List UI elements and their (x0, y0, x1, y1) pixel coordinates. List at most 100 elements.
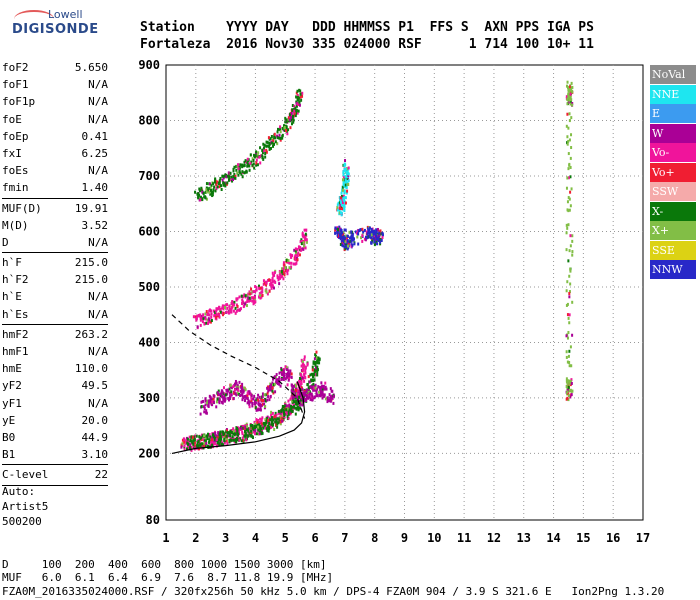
echo-point (344, 201, 347, 205)
echo-point (344, 196, 347, 200)
echo-point (300, 248, 303, 252)
echo-point (568, 208, 571, 212)
echo-point (565, 289, 568, 293)
echo-point (248, 168, 251, 172)
echo-point (227, 178, 230, 182)
param-value: 3.10 (81, 448, 109, 462)
echo-point (229, 178, 232, 182)
echo-point (570, 364, 573, 368)
echo-point (372, 232, 375, 236)
echo-point (235, 385, 238, 389)
legend-item: NNW (650, 260, 696, 279)
echo-point (231, 301, 234, 305)
echo-point (306, 383, 309, 387)
echo-point (292, 390, 295, 394)
echo-point (204, 190, 207, 194)
echo-point (229, 171, 232, 175)
echo-point (341, 178, 344, 182)
echo-point (289, 369, 292, 373)
x-tick-label: 11 (457, 531, 471, 545)
echo-point (271, 420, 274, 424)
echo-point (568, 249, 571, 253)
echo-point (218, 179, 221, 183)
echo-point (371, 239, 374, 243)
echo-point (266, 417, 269, 421)
echo-point (339, 234, 342, 238)
echo-point (292, 120, 295, 124)
echo-point (281, 133, 284, 137)
echo-point (251, 401, 254, 405)
echo-point (270, 410, 273, 414)
echo-point (217, 389, 220, 393)
echo-point (215, 312, 218, 316)
param-key: yF1 (2, 396, 22, 410)
echo-point (300, 364, 303, 368)
echo-point (568, 321, 571, 325)
echo-point (267, 429, 270, 433)
echo-point (571, 90, 574, 94)
echo-point (286, 132, 289, 136)
echo-point (291, 387, 294, 391)
echo-point (256, 397, 259, 401)
param-row: hmF2 263.2 (2, 326, 108, 343)
echo-point (227, 434, 230, 438)
legend-item: W (650, 123, 696, 143)
echo-point (241, 424, 244, 428)
echo-point (379, 242, 382, 246)
echo-point (565, 377, 568, 381)
echo-point (227, 396, 230, 400)
echo-point (296, 89, 299, 93)
y-tick-label: 800 (138, 113, 160, 127)
echo-point (292, 398, 295, 402)
echo-point (284, 269, 287, 273)
y-tick-label: 400 (138, 335, 160, 349)
echo-point (292, 262, 295, 266)
echo-point (263, 281, 266, 285)
param-row: h`Es N/A (2, 306, 108, 323)
echo-point (291, 108, 294, 112)
echo-point (272, 418, 275, 422)
echo-point (299, 92, 302, 96)
echo-point (284, 129, 287, 133)
x-tick-label: 17 (636, 531, 650, 545)
echo-point (568, 364, 571, 368)
echo-point (290, 372, 293, 376)
echo-point (212, 401, 215, 405)
echo-point (568, 291, 571, 295)
echo-point (268, 421, 271, 425)
echo-point (566, 200, 569, 204)
echo-point (565, 355, 568, 359)
echo-point (269, 282, 272, 286)
echo-point (263, 143, 266, 147)
echo-point (237, 308, 240, 312)
echo-point (320, 381, 323, 385)
echo-point (289, 410, 292, 414)
echo-point (250, 399, 253, 403)
echo-point (298, 395, 301, 399)
echo-point (271, 283, 274, 287)
echo-point (209, 320, 212, 324)
echo-point (290, 115, 293, 119)
echo-point (286, 404, 289, 408)
echo-point (227, 398, 230, 402)
echo-point (251, 404, 254, 408)
echo-point (311, 372, 314, 376)
echo-point (567, 398, 570, 402)
echo-point (318, 361, 321, 365)
echo-point (290, 261, 293, 265)
echo-point (224, 306, 227, 310)
echo-point (248, 292, 251, 296)
echo-point (238, 165, 241, 169)
echo-point (565, 384, 568, 388)
echo-point (567, 330, 570, 334)
echo-point (316, 365, 319, 369)
echo-point (297, 392, 300, 396)
echo-point (379, 240, 382, 244)
echo-point (223, 182, 226, 186)
echo-point (238, 380, 241, 384)
echo-point (568, 349, 571, 353)
echo-point (237, 173, 240, 177)
echo-point (226, 306, 229, 310)
param-key: h`E (2, 290, 22, 304)
echo-point (306, 396, 309, 400)
